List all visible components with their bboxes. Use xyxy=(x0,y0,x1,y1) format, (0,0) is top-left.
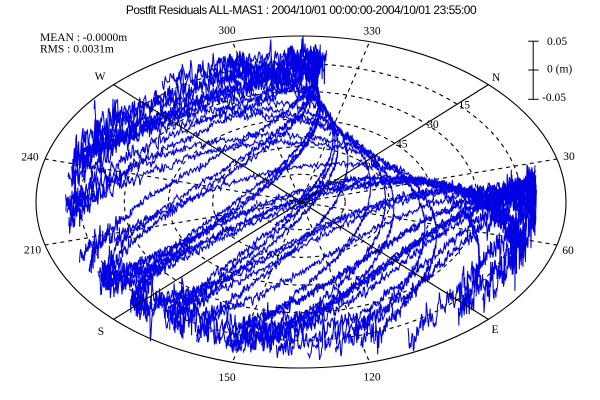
svg-text:E: E xyxy=(491,324,498,336)
svg-text:RMS : 0.0031m: RMS : 0.0031m xyxy=(40,44,114,56)
svg-text:330: 330 xyxy=(363,25,381,37)
svg-text:210: 210 xyxy=(24,245,42,257)
svg-text:45: 45 xyxy=(396,139,408,151)
svg-text:60: 60 xyxy=(562,245,574,257)
svg-text:0.05: 0.05 xyxy=(547,36,567,48)
svg-text:MEAN : -0.0000m: MEAN : -0.0000m xyxy=(40,32,127,44)
svg-text:300: 300 xyxy=(218,25,236,37)
svg-text:150: 150 xyxy=(218,372,236,384)
svg-text:240: 240 xyxy=(21,151,39,163)
svg-text:60: 60 xyxy=(365,158,377,170)
svg-text:15: 15 xyxy=(458,99,470,111)
svg-text:N: N xyxy=(492,72,501,84)
svg-text:W: W xyxy=(95,71,106,83)
svg-text:120: 120 xyxy=(363,372,381,384)
svg-text:S: S xyxy=(98,326,104,338)
svg-text:30: 30 xyxy=(427,119,439,131)
svg-text:0 (m): 0 (m) xyxy=(547,64,572,76)
svg-text:90: 90 xyxy=(302,197,314,209)
svg-text:30: 30 xyxy=(563,151,575,163)
svg-text:-0.05: -0.05 xyxy=(542,92,566,104)
svg-text:Postfit Residuals ALL-MAS1 : 2: Postfit Residuals ALL-MAS1 : 2004/10/01 … xyxy=(126,3,477,17)
